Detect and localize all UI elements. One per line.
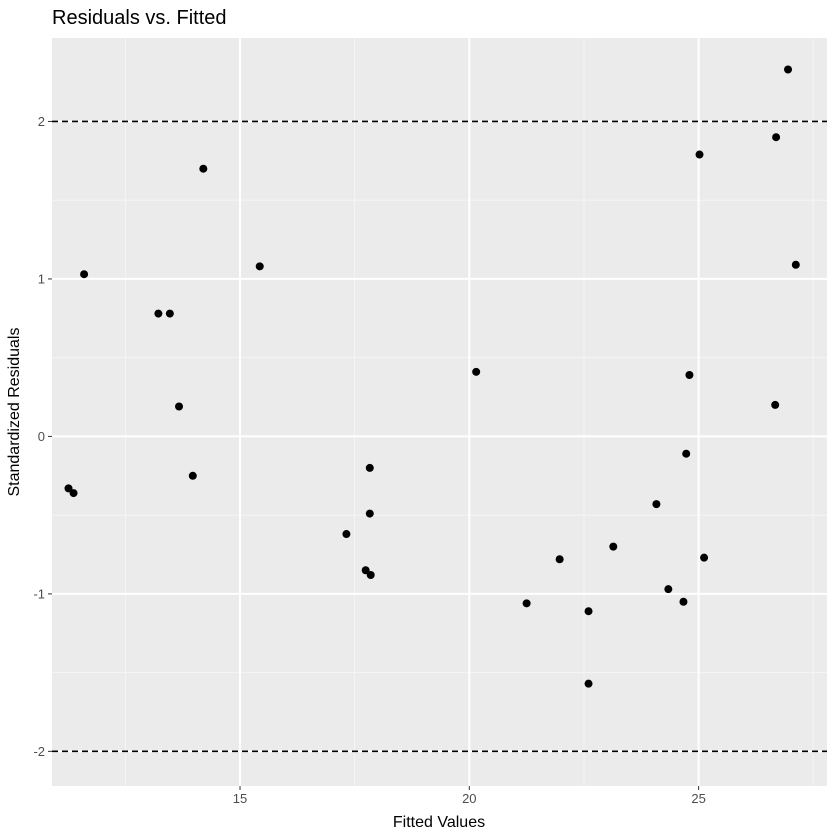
y-tick-label: -1 [33, 586, 45, 601]
data-point [695, 150, 704, 159]
data-point [199, 164, 208, 173]
data-point [664, 585, 673, 594]
major-gridlines [52, 38, 827, 786]
x-axis-label: Fitted Values [393, 814, 485, 831]
reference-lines [52, 120, 827, 753]
x-tick-label: 15 [233, 791, 247, 806]
y-tick-label: 0 [38, 429, 45, 444]
data-point [365, 509, 374, 518]
plot-panel [52, 38, 827, 786]
data-point [771, 400, 780, 409]
data-point [791, 260, 800, 269]
y-tick-label: -2 [33, 744, 45, 759]
data-point [679, 597, 688, 606]
data-point [652, 500, 661, 509]
data-point [584, 607, 593, 616]
data-point [361, 566, 370, 575]
data-point [700, 553, 709, 562]
data-point [69, 489, 78, 498]
x-axis: 15 20 25 [233, 786, 706, 806]
data-point [342, 530, 351, 539]
y-tick-label: 2 [38, 114, 45, 129]
data-point [584, 679, 593, 688]
x-tick-label: 20 [462, 791, 476, 806]
data-point [64, 484, 73, 493]
chart-title: Residuals vs. Fitted [52, 7, 227, 29]
data-point [772, 133, 781, 142]
data-point [175, 402, 184, 411]
data-point [784, 65, 793, 74]
data-point [188, 471, 197, 480]
x-tick-label: 25 [691, 791, 705, 806]
minor-gridlines [52, 38, 827, 786]
y-axis-label: Standardized Residuals [6, 328, 23, 497]
data-point [555, 555, 564, 564]
data-point [365, 463, 374, 472]
data-point [366, 570, 375, 579]
data-point [80, 270, 89, 279]
data-point [609, 542, 618, 551]
data-point [154, 309, 163, 318]
y-tick-label: 1 [38, 271, 45, 286]
data-points [64, 65, 800, 688]
data-point [472, 367, 481, 376]
data-point [682, 449, 691, 458]
data-point [255, 262, 264, 271]
y-axis: -2 -1 0 1 2 [33, 114, 52, 759]
data-point [522, 599, 531, 608]
data-point [165, 309, 174, 318]
data-point [685, 370, 694, 379]
